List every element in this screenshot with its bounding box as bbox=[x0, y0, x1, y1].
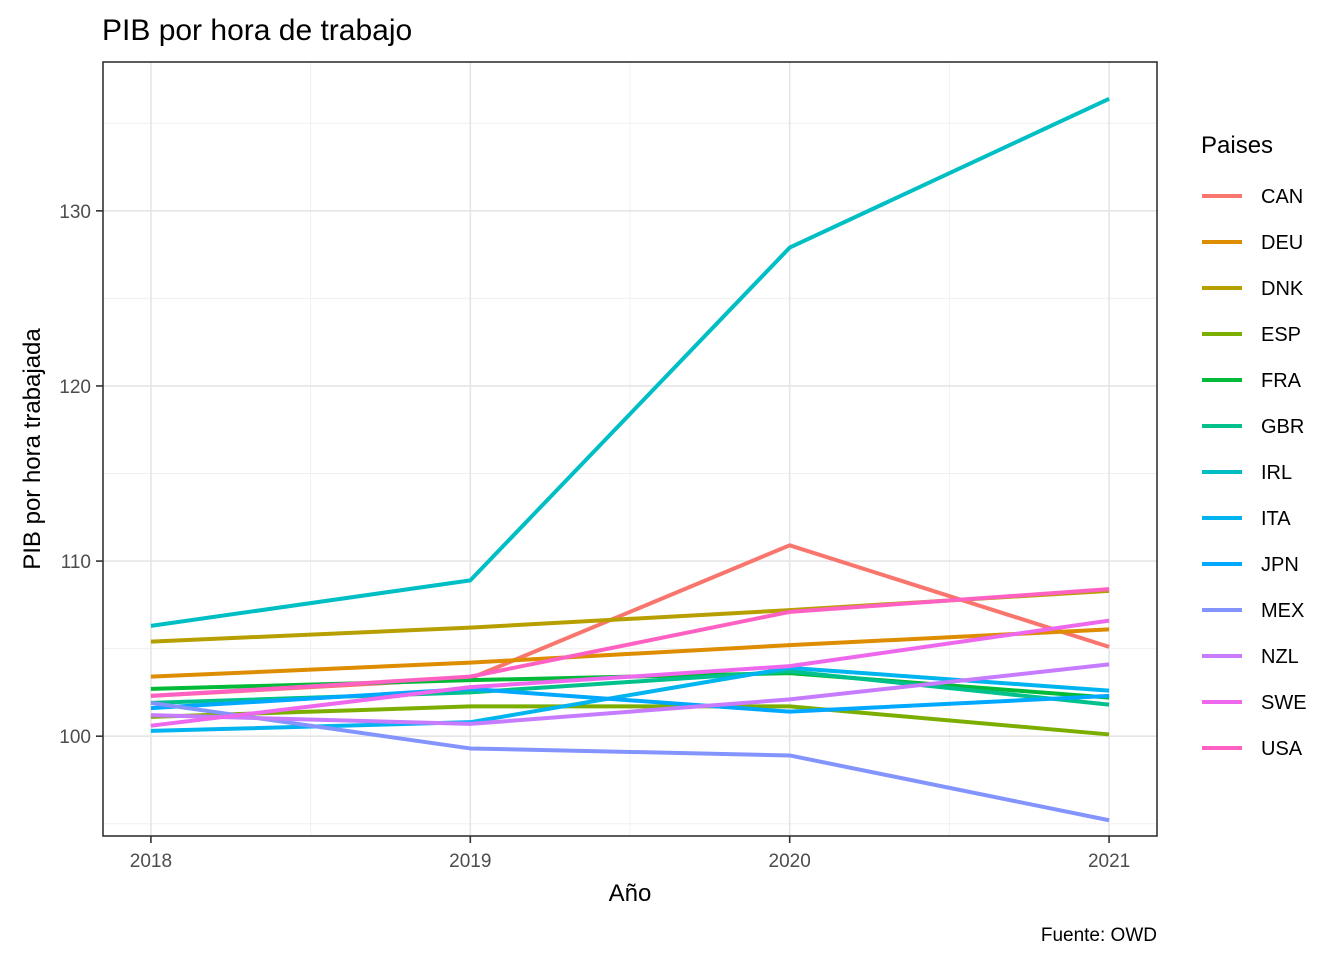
x-axis: 2018 2019 2020 2021 bbox=[130, 836, 1130, 872]
series-line-mex bbox=[150, 700, 1110, 823]
y-tick-label: 130 bbox=[59, 202, 91, 223]
legend: Paises CAN DEU DNK ESP FRA GBR IRL ITA JPN MEX NZL… bbox=[1201, 132, 1307, 760]
series-line-irl bbox=[150, 96, 1110, 628]
series-line-jpn bbox=[150, 686, 1110, 714]
x-tick-label: 2021 bbox=[1088, 851, 1130, 872]
legend-label-ita: ITA bbox=[1261, 508, 1291, 530]
legend-label-usa: USA bbox=[1261, 738, 1303, 760]
legend-label-mex: MEX bbox=[1261, 600, 1304, 622]
y-tick-label: 120 bbox=[59, 377, 91, 398]
y-tick-label: 100 bbox=[59, 727, 91, 748]
y-axis: 100 110 120 130 bbox=[59, 202, 103, 748]
series-line-swe bbox=[150, 618, 1110, 728]
series-line-nzl bbox=[150, 662, 1110, 726]
legend-label-irl: IRL bbox=[1261, 462, 1292, 484]
y-axis-title: PIB por hora trabajada bbox=[19, 328, 46, 570]
caption: Fuente: OWD bbox=[1041, 925, 1157, 946]
x-tick-label: 2018 bbox=[130, 851, 172, 872]
legend-label-deu: DEU bbox=[1261, 232, 1303, 254]
legend-label-dnk: DNK bbox=[1261, 278, 1304, 300]
x-axis-title: Año bbox=[609, 880, 652, 907]
legend-label-gbr: GBR bbox=[1261, 416, 1304, 438]
plot-border bbox=[102, 61, 1158, 837]
legend-label-can: CAN bbox=[1261, 186, 1303, 208]
legend-label-jpn: JPN bbox=[1261, 554, 1299, 576]
legend-label-swe: SWE bbox=[1261, 692, 1307, 714]
chart-title: PIB por hora de trabajo bbox=[102, 14, 412, 47]
series-line-esp bbox=[150, 704, 1110, 737]
legend-label-nzl: NZL bbox=[1261, 646, 1299, 668]
x-tick-label: 2019 bbox=[449, 851, 491, 872]
grid-lines bbox=[103, 62, 1157, 836]
legend-label-fra: FRA bbox=[1261, 370, 1302, 392]
legend-title: Paises bbox=[1201, 132, 1273, 159]
legend-label-esp: ESP bbox=[1261, 324, 1301, 346]
series-line-deu bbox=[150, 627, 1110, 679]
y-tick-label: 110 bbox=[61, 552, 91, 573]
x-tick-label: 2020 bbox=[769, 851, 811, 872]
series-line-usa bbox=[150, 587, 1110, 698]
series-lines bbox=[150, 96, 1110, 823]
